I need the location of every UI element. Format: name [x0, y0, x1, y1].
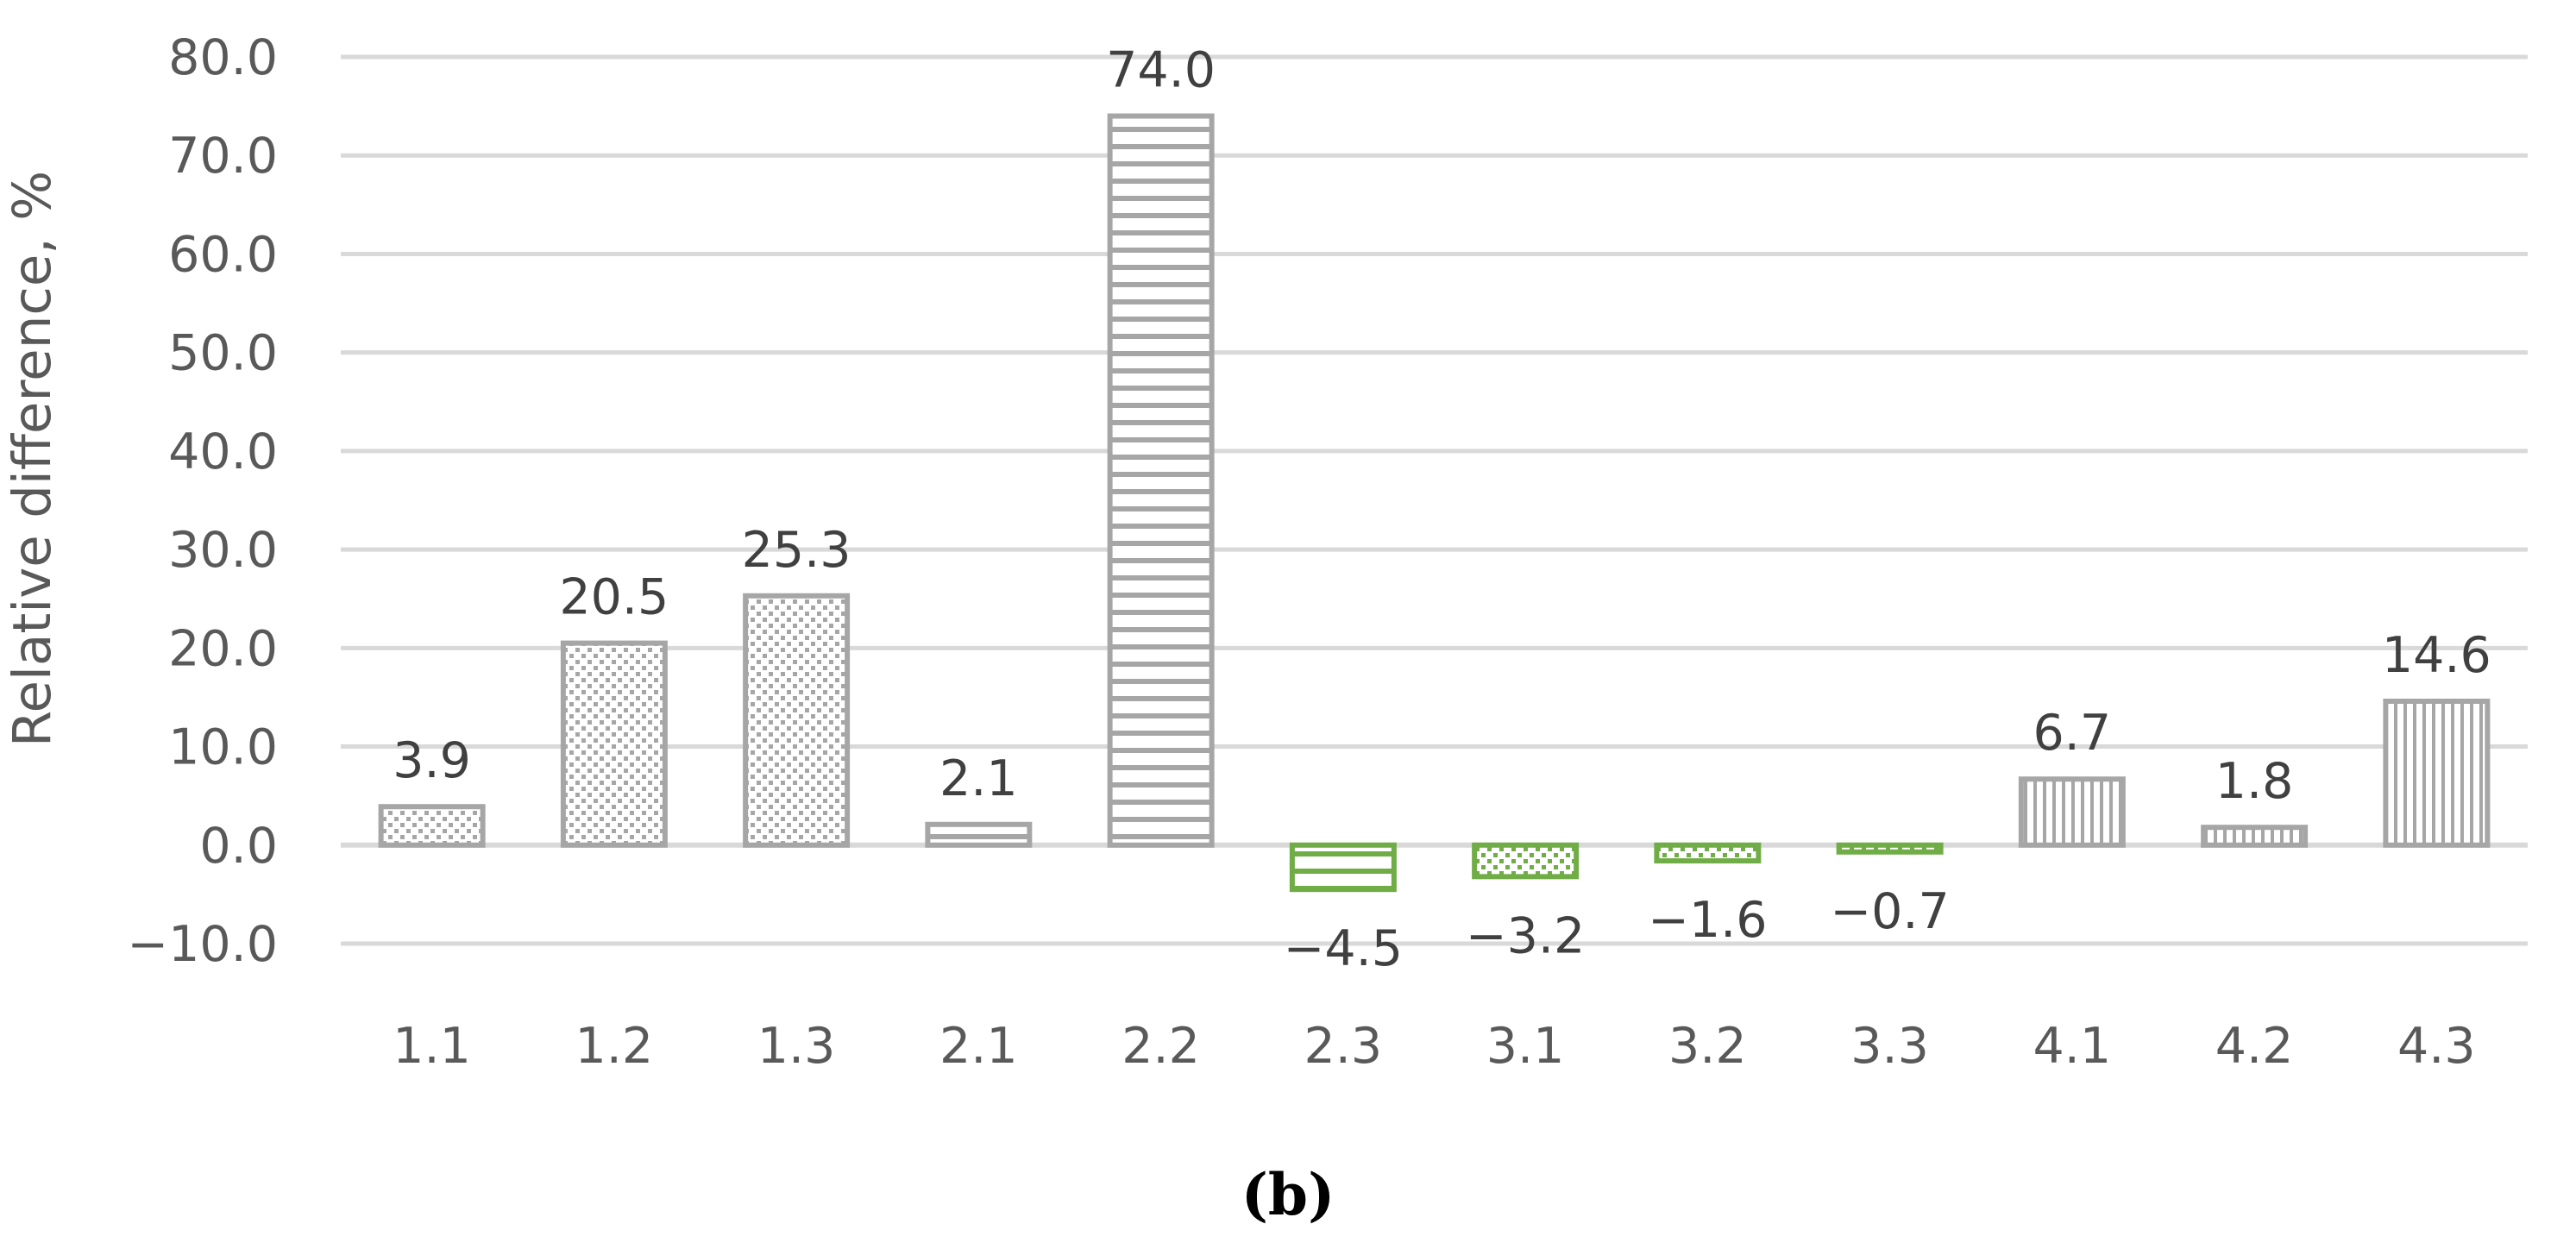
- data-label-1.3: 25.3: [742, 522, 851, 579]
- x-tick-label: 4.3: [2397, 1018, 2476, 1075]
- x-tick-label: 4.1: [2033, 1018, 2112, 1075]
- y-tick-label: 60.0: [168, 226, 278, 283]
- y-tick-label: 30.0: [168, 522, 278, 579]
- data-label-4.2: 1.8: [2215, 753, 2294, 810]
- y-tick-label: 40.0: [168, 424, 278, 480]
- y-tick-label: 50.0: [168, 325, 278, 382]
- data-label-2.1: 2.1: [939, 750, 1018, 807]
- data-label-2.2: 74.0: [1106, 42, 1216, 99]
- bar-4.1: [2018, 776, 2126, 848]
- bar-3.2: [1654, 842, 1762, 864]
- bar-chart: 80.0 70.0 60.0 50.0 40.0 30.0 20.0 10.0 0.0 −10.0…: [2, 29, 2528, 1075]
- x-tick-label: 1.1: [393, 1018, 471, 1075]
- data-label-3.3: −0.7: [1830, 883, 1949, 940]
- y-axis-title: Relative difference, %: [2, 171, 63, 747]
- x-tick-label: 2.2: [1122, 1018, 1200, 1075]
- y-tick-label: 10.0: [168, 719, 278, 776]
- x-tick-label: 4.2: [2215, 1018, 2294, 1075]
- y-tick-label: 0.0: [199, 818, 278, 875]
- panel-label: (b): [1241, 1161, 1335, 1228]
- data-label-1.2: 20.5: [559, 569, 669, 626]
- y-tick-label: 20.0: [168, 620, 278, 677]
- data-label-4.3: 14.6: [2382, 627, 2491, 684]
- data-labels: 3.9 20.5 25.3 2.1 74.0 −4.5 −3.2 −1.6 −0.7 6.7 1.8…: [393, 42, 2491, 978]
- gridlines: [341, 54, 2528, 946]
- bar-2.2: [1107, 113, 1215, 848]
- bars: [378, 113, 2491, 893]
- x-tick-label: 2.1: [939, 1018, 1018, 1075]
- x-axis-tick-labels: 1.1 1.2 1.3 2.1 2.2 2.3 3.1 3.2 3.3 4.1 4.2 4.3: [393, 1018, 2475, 1075]
- bar-1.3: [743, 593, 851, 848]
- x-tick-label: 1.2: [575, 1018, 654, 1075]
- data-label-1.1: 3.9: [393, 732, 471, 789]
- bar-3.1: [1472, 842, 1580, 880]
- bar-4.2: [2201, 825, 2309, 848]
- x-tick-label: 1.3: [757, 1018, 836, 1075]
- bar-1.2: [560, 640, 668, 848]
- data-label-3.1: −3.2: [1466, 907, 1585, 964]
- x-tick-label: 3.1: [1486, 1018, 1565, 1075]
- y-tick-label: 80.0: [168, 29, 278, 86]
- x-tick-label: 3.2: [1668, 1018, 1747, 1075]
- data-label-2.3: −4.5: [1284, 920, 1403, 977]
- bar-4.3: [2383, 699, 2491, 848]
- y-tick-label: −10.0: [127, 916, 278, 973]
- data-label-4.1: 6.7: [2033, 705, 2112, 762]
- data-label-3.2: −1.6: [1648, 892, 1767, 949]
- y-axis-tick-labels: 80.0 70.0 60.0 50.0 40.0 30.0 20.0 10.0 0.0 −10.0: [127, 29, 278, 973]
- x-tick-label: 2.3: [1304, 1018, 1383, 1075]
- bar-2.1: [925, 821, 1033, 848]
- y-tick-label: 70.0: [168, 128, 278, 185]
- x-tick-label: 3.3: [1850, 1018, 1929, 1075]
- bar-2.3: [1289, 842, 1397, 893]
- bar-3.3: [1836, 842, 1944, 855]
- bar-1.1: [378, 804, 486, 848]
